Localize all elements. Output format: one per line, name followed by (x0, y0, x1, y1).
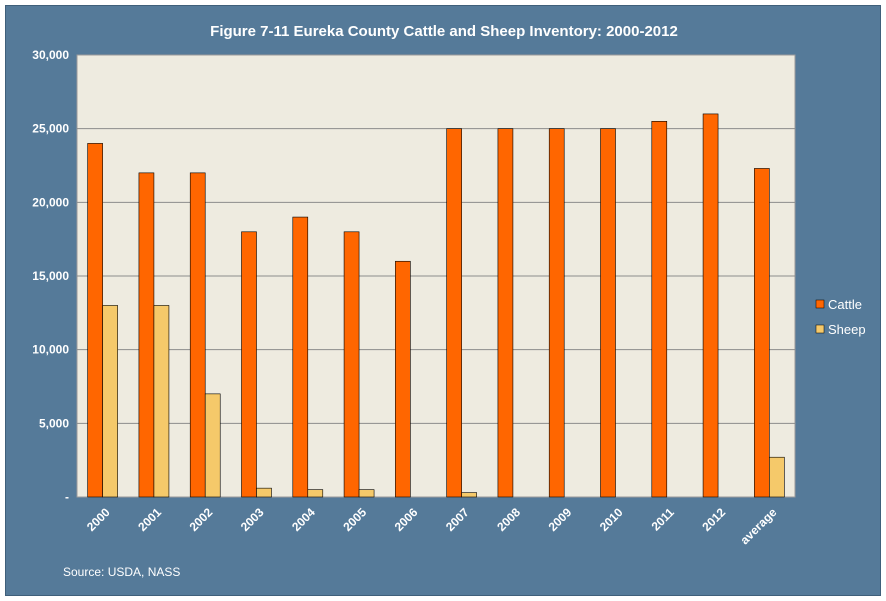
bar-cattle-2007 (446, 128, 462, 498)
x-tick-label: 2001 (135, 505, 164, 534)
bar-cattle-average (754, 168, 770, 498)
bar-cattle-2001 (138, 172, 155, 498)
x-tick-label: 2004 (289, 505, 318, 534)
bars (87, 113, 785, 498)
source-note: Source: USDA, NASS (63, 565, 180, 579)
bar-sheep-2007 (461, 492, 477, 498)
x-tick-label: average (737, 505, 779, 547)
bar-cattle-2004 (292, 216, 309, 498)
bar-sheep-2001 (153, 305, 170, 498)
legend-swatch-cattle (815, 299, 825, 309)
bar-cattle-2011 (651, 121, 668, 498)
y-tick-label: 30,000 (32, 48, 69, 62)
x-tick-label: 2009 (546, 505, 575, 534)
chart-frame: Figure 7-11 Eureka County Cattle and She… (5, 5, 881, 596)
bar-sheep-2002 (204, 393, 221, 498)
bar-sheep-2005 (358, 489, 375, 498)
bar-cattle-2012 (702, 113, 719, 498)
legend-label-sheep: Sheep (828, 322, 866, 337)
x-tick-label: 2002 (187, 505, 216, 534)
x-tick-label: 2000 (84, 505, 113, 534)
bar-cattle-2009 (548, 128, 565, 498)
y-tick-label: 20,000 (32, 195, 69, 209)
y-tick-label: 5,000 (39, 416, 69, 430)
bar-sheep-average (769, 456, 785, 498)
x-tick-label: 2010 (597, 505, 626, 534)
y-tick-label: 10,000 (32, 343, 69, 357)
bar-sheep-2004 (307, 489, 324, 498)
bar-cattle-2000 (87, 143, 103, 498)
bar-cattle-2002 (189, 172, 206, 498)
x-tick-label: 2005 (340, 505, 369, 534)
x-tick-label: 2006 (392, 505, 421, 534)
x-tick-label: 2012 (699, 505, 728, 534)
bar-cattle-2006 (395, 260, 411, 498)
y-tick-label: 25,000 (32, 122, 69, 136)
legend-label-cattle: Cattle (828, 297, 862, 312)
chart-title: Figure 7-11 Eureka County Cattle and She… (210, 23, 678, 40)
bar-sheep-2003 (256, 487, 272, 498)
x-tick-label: 2007 (443, 505, 472, 534)
x-tick-label: 2003 (238, 505, 267, 534)
bar-cattle-2010 (600, 128, 616, 498)
x-tick-label: 2011 (649, 505, 678, 534)
legend: Cattle Sheep (815, 297, 866, 337)
bar-cattle-2003 (241, 231, 257, 498)
y-tick-label: 15,000 (32, 269, 69, 283)
legend-swatch-sheep (815, 324, 825, 334)
y-tick-label: - (65, 490, 69, 504)
x-tick-label: 2008 (494, 505, 523, 534)
chart: Figure 7-11 Eureka County Cattle and She… (32, 23, 866, 579)
x-axis-ticks: 2000 2001 2002 2003 2004 2005 2006 2007 2008 2009… (84, 505, 780, 547)
bar-cattle-2005 (343, 231, 360, 498)
bar-sheep-2000 (102, 305, 118, 498)
y-axis-ticks: - 5,000 10,000 15,000 20,000 25,000 30,000 (32, 48, 69, 504)
bar-cattle-2008 (497, 128, 514, 498)
